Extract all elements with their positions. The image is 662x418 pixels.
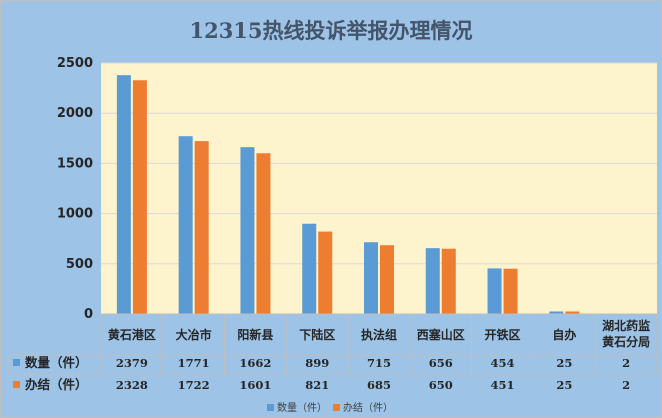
table-row-label: 数量（件） — [24, 355, 88, 370]
table-cell: 821 — [305, 378, 329, 392]
bar-count — [240, 147, 255, 314]
legend-label: 数量（件） — [277, 401, 327, 414]
table-cell: 451 — [491, 378, 515, 392]
bar-count — [487, 268, 502, 314]
legend-key-closed — [13, 381, 20, 388]
bar-closed — [380, 245, 394, 314]
category-label: 下陆区 — [299, 327, 335, 342]
table-cell: 1601 — [239, 378, 271, 392]
table-cell: 650 — [429, 378, 453, 392]
y-axis: 0 500 1000 1500 2000 2500 — [57, 56, 93, 322]
y-tick-label: 1500 — [57, 156, 93, 171]
y-tick-label: 500 — [66, 257, 93, 272]
bar-closed — [256, 153, 271, 314]
table-cell: 2379 — [116, 356, 148, 370]
y-tick-label: 2000 — [57, 106, 93, 121]
table-cell: 25 — [556, 378, 572, 392]
legend-label: 办结（件） — [343, 401, 393, 414]
bar-count — [425, 248, 440, 314]
category-label: 西塞山区 — [417, 327, 465, 342]
bar-closed — [132, 80, 147, 314]
category-label: 大冶市 — [176, 327, 212, 342]
bar-closed — [441, 248, 456, 314]
bar-count — [116, 75, 131, 314]
bar-closed — [565, 311, 580, 314]
category-label: 湖北药监 — [602, 318, 650, 333]
legend-swatch-closed — [333, 404, 340, 411]
bar-count — [178, 136, 193, 314]
table-cell: 715 — [367, 356, 391, 370]
category-label: 黄石港区 — [108, 327, 156, 342]
bar-closed — [194, 141, 209, 314]
chart-title: 12315热线投诉举报办理情况 — [189, 18, 472, 43]
table-cell: 1662 — [239, 356, 271, 370]
table-cell: 1771 — [178, 356, 210, 370]
table-cell: 2 — [622, 356, 630, 370]
bar-count — [364, 242, 378, 314]
bar-closed — [503, 268, 518, 314]
table-row-label: 办结（件） — [25, 377, 88, 392]
table-cell: 2328 — [116, 378, 148, 392]
bar-count — [302, 223, 317, 314]
table-cell: 25 — [556, 356, 572, 370]
bar-closed — [318, 231, 333, 314]
plot-area — [101, 63, 657, 314]
legend: 数量（件） 办结（件） — [267, 401, 393, 414]
category-label: 开铁区 — [485, 327, 521, 342]
table-cell: 1722 — [178, 378, 210, 392]
y-tick-label: 2500 — [57, 56, 93, 71]
table-cell: 685 — [367, 378, 391, 392]
category-label: 执法组 — [361, 327, 397, 342]
bar-count — [549, 311, 564, 314]
bar-series — [116, 75, 642, 315]
category-label: 自办 — [552, 327, 576, 342]
y-tick-label: 0 — [84, 307, 93, 322]
table-cell: 2 — [622, 378, 630, 392]
y-tick-label: 1000 — [57, 207, 93, 222]
category-label: 阳新县 — [237, 327, 273, 342]
table-cell: 656 — [429, 356, 453, 370]
table-cell: 454 — [491, 356, 515, 370]
category-label: 黄石分局 — [602, 334, 650, 349]
legend-swatch-count — [267, 404, 274, 411]
legend-key-count — [13, 359, 20, 366]
table-cell: 899 — [305, 356, 329, 370]
